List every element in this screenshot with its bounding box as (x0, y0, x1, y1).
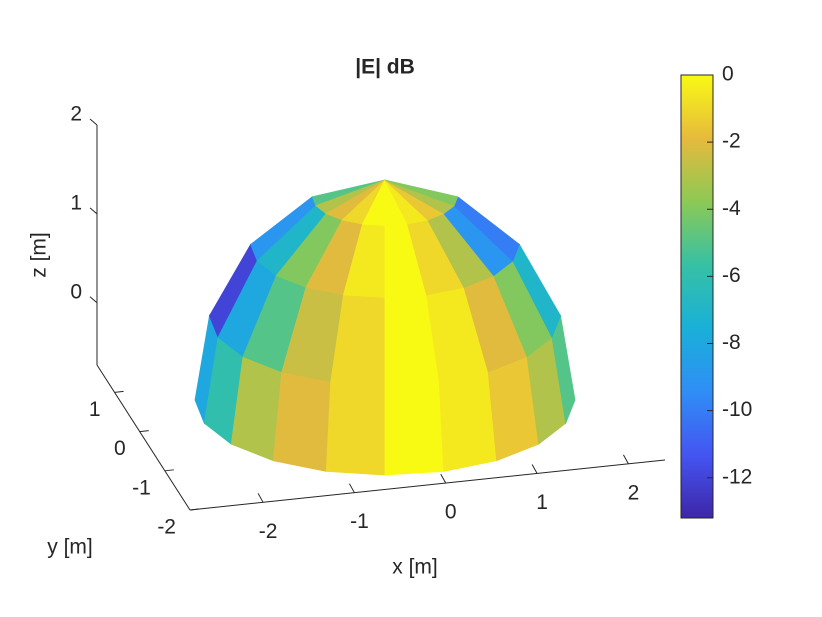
colorbar-tick-label: -10 (722, 398, 752, 421)
x-tick (348, 483, 355, 493)
colorbar-tick-label: -6 (722, 264, 741, 287)
x-tick (440, 473, 447, 484)
surface-facet (384, 179, 459, 207)
y-tick-label: 1 (89, 398, 101, 421)
chart-title: |E| dB (355, 56, 415, 79)
colorbar (680, 74, 714, 519)
colorbar-tick-label: -4 (722, 197, 741, 220)
colorbar-tick-label: -12 (722, 465, 752, 488)
z-tick-label: 1 (70, 191, 82, 214)
z-tick (89, 118, 98, 126)
x-tick (257, 493, 264, 503)
colorbar-tick-label: -8 (722, 331, 741, 354)
y-tick (164, 469, 174, 472)
surface-facet (325, 381, 386, 476)
y-axis-label: y [m] (47, 536, 93, 559)
x-tick-label: 0 (445, 501, 457, 524)
x-tick (623, 454, 629, 465)
x-tick (531, 464, 538, 474)
y-tick (114, 390, 124, 393)
z-tick-label: 0 (70, 280, 82, 303)
surface-facet (384, 381, 445, 476)
z-tick-label: 2 (70, 103, 82, 126)
x-axis (189, 459, 666, 511)
y-tick (139, 430, 149, 433)
z-tick (89, 296, 98, 304)
colorbar-tick-label: -2 (722, 130, 741, 153)
z-tick (89, 207, 98, 215)
x-tick-label: -2 (259, 520, 278, 543)
x-axis-label: x [m] (392, 556, 438, 579)
surface-facet (272, 371, 332, 472)
x-tick-label: -1 (350, 510, 369, 533)
x-tick-label: 2 (628, 481, 640, 504)
y-tick-label: -2 (157, 516, 176, 539)
x-tick-label: 1 (536, 491, 548, 514)
surface-facet (438, 371, 498, 472)
y-tick-label: -1 (132, 476, 151, 499)
y-axis (96, 364, 191, 511)
colorbar-tick-label: 0 (722, 63, 734, 86)
y-tick-label: 0 (114, 437, 126, 460)
z-axis-label: z [m] (28, 232, 51, 278)
y-tick (189, 508, 200, 511)
